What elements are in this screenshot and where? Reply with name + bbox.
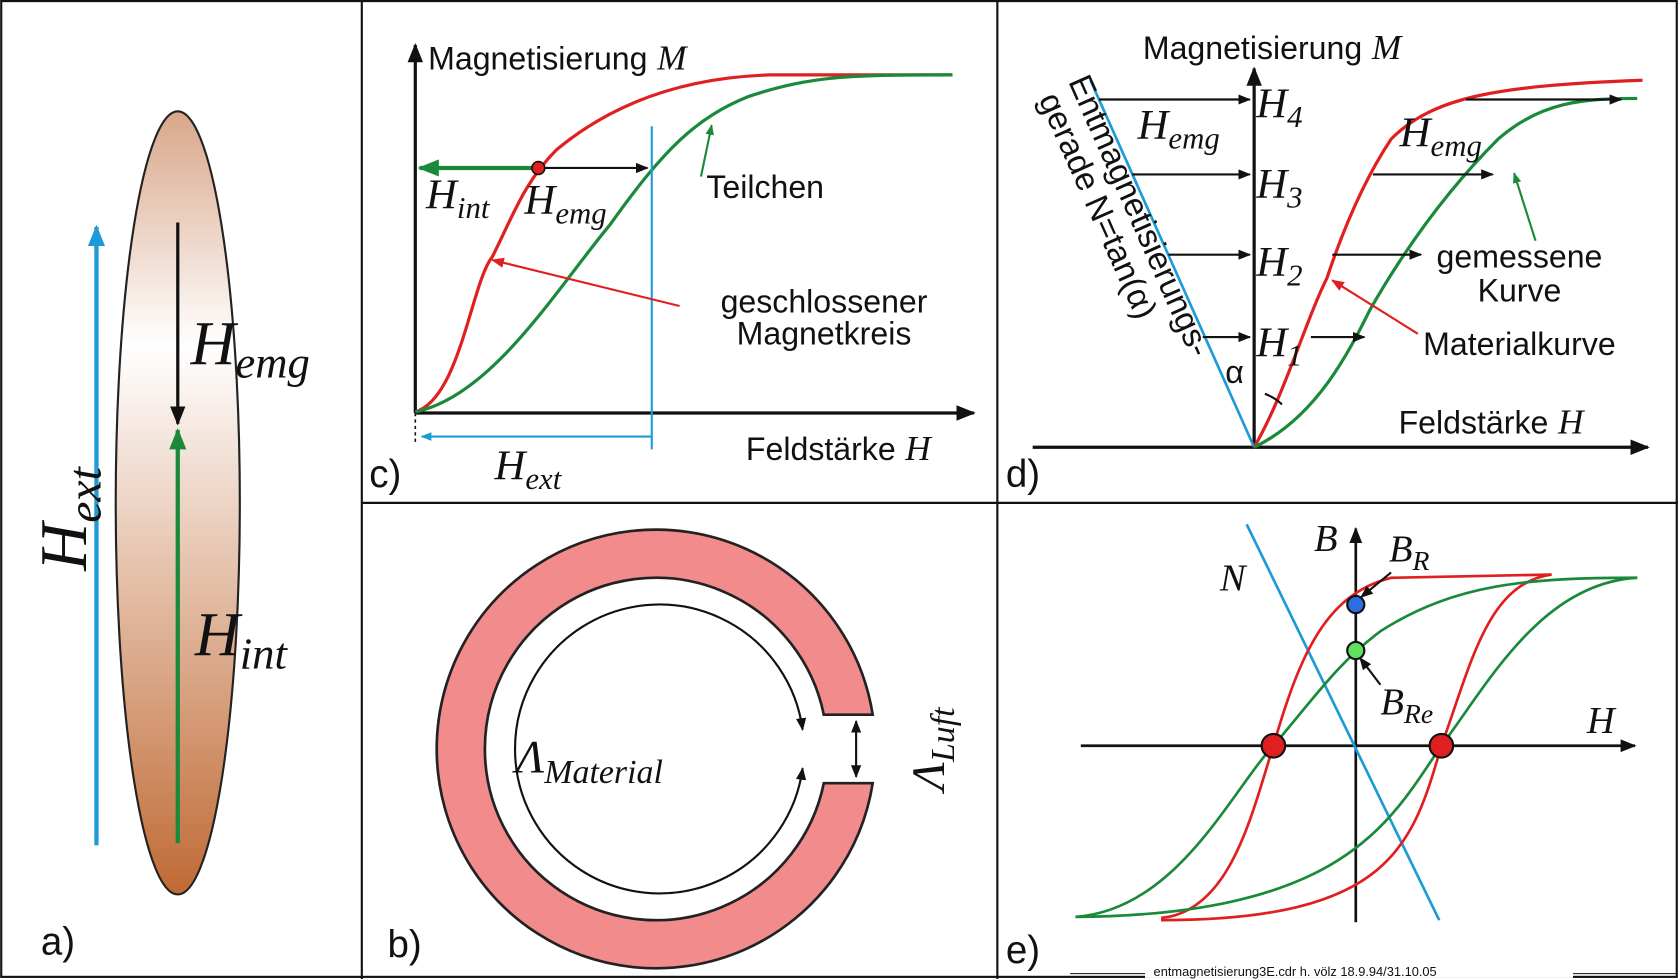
h-level-main: H — [1255, 239, 1289, 286]
y-axis-title-word: Magnetisierung — [428, 41, 647, 77]
lambda-material-sub: Material — [543, 754, 663, 791]
diagram: HextHemgHinta)MagnetisierungMFeldstärkeH… — [0, 0, 1678, 979]
closed-circuit-label: Magnetkreis — [737, 316, 912, 352]
h-emg: Hemg — [523, 177, 606, 230]
particle-label: Teilchen — [706, 169, 824, 205]
h-int: Hint — [425, 172, 491, 225]
n-label: N — [1219, 558, 1248, 600]
lambda-material: ΛMaterial — [512, 732, 663, 791]
demag-line-label: Entmagnetisierungs-gerade N=tan(α) — [1029, 70, 1218, 377]
h-emg-sub: emg — [235, 337, 309, 387]
h-level-sub: 2 — [1287, 258, 1302, 292]
h-level-main: H — [1255, 319, 1289, 366]
h-emg-sub: emg — [1431, 129, 1482, 163]
b-r-label-main: B — [1389, 529, 1413, 571]
panel-label: e) — [1006, 929, 1040, 972]
h-emg-main: H — [523, 177, 557, 224]
h-axis-label: H — [1586, 700, 1617, 742]
h-ext: Hext — [493, 442, 562, 495]
b-r-label: BR — [1389, 529, 1430, 576]
h-emg-main: H — [1137, 102, 1171, 149]
lambda-material-main: Λ — [512, 732, 545, 784]
panel-b — [437, 530, 873, 969]
h-int-sub: int — [240, 628, 289, 678]
footer: entmagnetisierung3E.cdr h. völz 18.9.94/… — [1154, 964, 1437, 979]
x-axis-title-symbol: H — [904, 429, 933, 468]
y-axis-title-word: Magnetisierung — [1143, 30, 1362, 66]
h-level-sub: 3 — [1286, 180, 1302, 214]
lambda-luft: ΛLuft — [903, 706, 962, 795]
measured-label: gemessene — [1437, 238, 1603, 274]
y-axis-title-symbol: M — [656, 39, 689, 78]
b-r-label-sub: R — [1411, 545, 1429, 576]
panel-c — [415, 45, 974, 449]
h-int-main: H — [425, 172, 459, 219]
x-axis-title-word: Feldstärke — [746, 431, 896, 467]
h-level: H4 — [1255, 81, 1302, 134]
h-level-main: H — [1255, 161, 1289, 208]
b-axis-label: B — [1314, 518, 1338, 560]
b-re-label-sub: Re — [1403, 698, 1433, 729]
h-level-main: H — [1255, 81, 1289, 128]
lambda-luft-main: Λ — [903, 761, 955, 794]
material-label: Materialkurve — [1423, 326, 1616, 362]
h-level: H2 — [1255, 239, 1302, 292]
h-emg: Hemg — [1399, 110, 1482, 163]
h-emg-sub: emg — [1168, 122, 1219, 156]
lambda-luft-sub: Luft — [925, 706, 962, 763]
h-ext: Hext — [28, 465, 112, 571]
h-ext-sub: ext — [58, 465, 111, 522]
h-ext-main: H — [28, 520, 101, 572]
panel-a — [96, 111, 239, 894]
b-re-label-main: B — [1380, 682, 1404, 724]
h-int: Hint — [194, 601, 289, 679]
h-level: H3 — [1255, 161, 1302, 214]
h-level-sub: 4 — [1287, 100, 1302, 134]
alpha-label: α — [1225, 354, 1244, 390]
h-ext-main: H — [493, 442, 527, 489]
panel-label: d) — [1006, 453, 1040, 496]
h-int-main: H — [194, 601, 243, 669]
h-ext-sub: ext — [525, 462, 562, 496]
panel-label: a) — [41, 920, 75, 963]
h-emg-main: H — [1399, 110, 1433, 157]
h-emg: Hemg — [190, 310, 310, 388]
x-axis-title-symbol: H — [1557, 402, 1586, 441]
measured-label: Kurve — [1478, 273, 1562, 309]
panel-label: b) — [387, 924, 421, 967]
h-emg: Hemg — [1137, 102, 1220, 155]
h-int-sub: int — [457, 191, 491, 225]
panel-e — [1075, 524, 1637, 922]
h-level-sub: 1 — [1287, 339, 1302, 373]
panel-label: c) — [369, 453, 401, 496]
b-re-label: BRe — [1380, 682, 1433, 729]
closed-circuit-label: geschlossener — [721, 283, 928, 319]
h-emg-sub: emg — [555, 196, 606, 230]
h-level: H1 — [1255, 319, 1302, 372]
h-emg-main: H — [190, 310, 239, 378]
y-axis-title-symbol: M — [1371, 28, 1404, 67]
x-axis-title-word: Feldstärke — [1399, 404, 1549, 440]
